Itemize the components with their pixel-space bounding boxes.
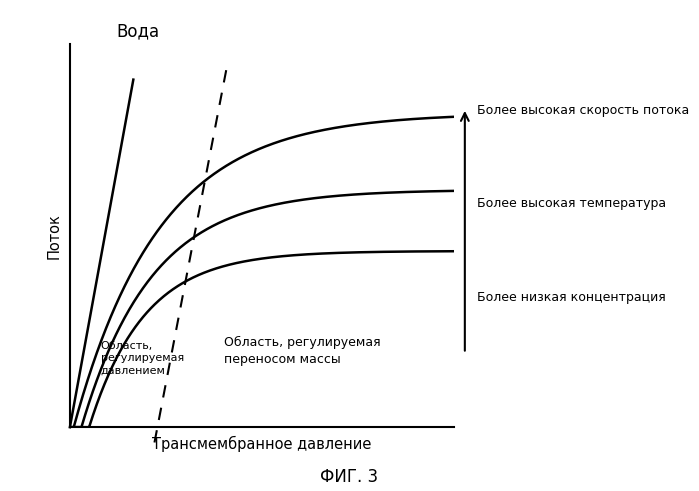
Text: ФИГ. 3: ФИГ. 3: [320, 468, 379, 486]
Y-axis label: Поток: Поток: [47, 213, 62, 259]
Text: Вода: Вода: [116, 23, 159, 41]
Text: Область, регулируемая
переносом массы: Область, регулируемая переносом массы: [224, 335, 380, 366]
Text: Более высокая скорость потока: Более высокая скорость потока: [477, 104, 690, 117]
Text: Более высокая температура: Более высокая температура: [477, 197, 667, 210]
X-axis label: Трансмембранное давление: Трансмембранное давление: [152, 436, 372, 452]
Text: Область,
регулируемая
давлением: Область, регулируемая давлением: [101, 341, 184, 376]
Text: Более низкая концентрация: Более низкая концентрация: [477, 291, 666, 303]
